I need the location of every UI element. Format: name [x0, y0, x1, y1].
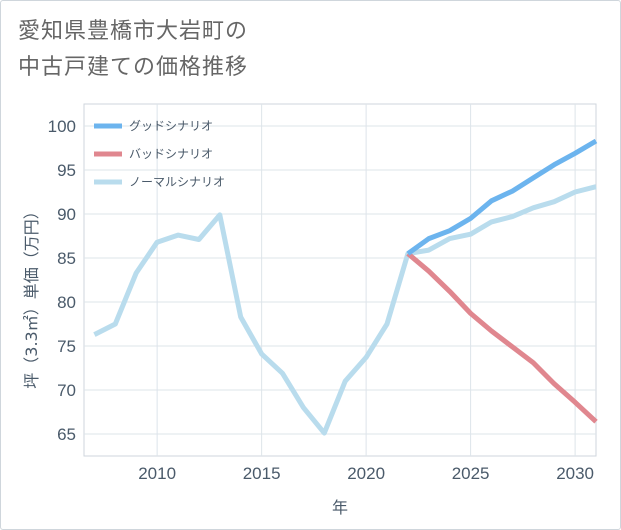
x-tick-label: 2030	[556, 464, 594, 483]
x-tick-label: 2010	[138, 464, 176, 483]
x-tick-label: 2020	[347, 464, 385, 483]
y-tick-label: 65	[57, 425, 76, 444]
y-tick-label: 90	[57, 205, 76, 224]
x-axis-title: 年	[332, 498, 348, 517]
series-line-good	[406, 138, 598, 256]
series-line-normal	[93, 184, 597, 436]
legend-label-good: グッドシナリオ	[129, 119, 213, 133]
x-tick-label: 2025	[452, 464, 490, 483]
x-axis-ticks: 2010 2015 2020 2025 2030	[138, 464, 594, 483]
legend-label-bad: バッドシナリオ	[129, 147, 213, 161]
chart-title-line-1: 愛知県豊橋市大岩町の	[18, 19, 249, 44]
series-lines	[93, 138, 598, 436]
y-axis-ticks: 65 70 75 80 85 90 95 100	[48, 117, 76, 444]
y-tick-label: 70	[57, 381, 76, 400]
y-tick-label: 100	[48, 117, 76, 136]
legend-label-normal: ノーマルシナリオ	[129, 175, 225, 189]
y-tick-label: 85	[57, 249, 76, 268]
y-axis-title: 坪（3.3㎡）単価（万円）	[22, 203, 41, 388]
chart-title: 愛知県豊橋市大岩町の 中古戸建ての価格推移	[18, 14, 248, 86]
series-line-bad	[406, 251, 598, 424]
y-tick-label: 80	[57, 293, 76, 312]
y-tick-label: 75	[57, 337, 76, 356]
chart-title-line-2: 中古戸建ての価格推移	[18, 55, 249, 80]
y-tick-label: 95	[57, 161, 76, 180]
x-tick-label: 2015	[243, 464, 281, 483]
